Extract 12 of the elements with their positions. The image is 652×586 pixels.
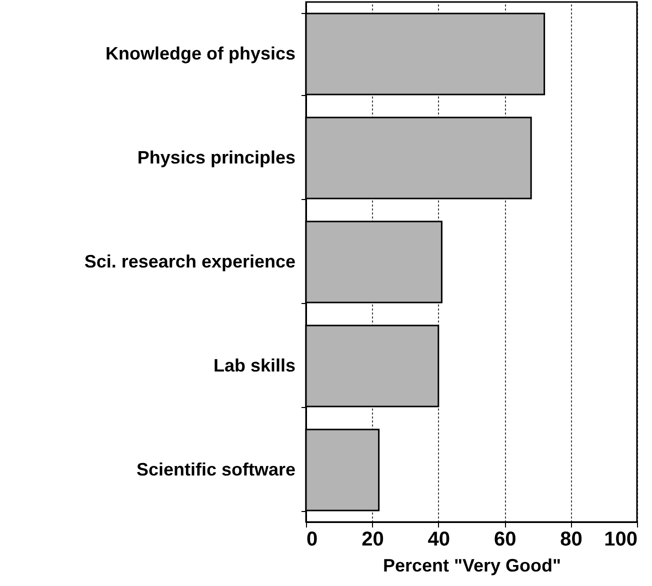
y-tick-label: Lab skills bbox=[213, 356, 296, 376]
x-tick-label: 60 bbox=[494, 528, 516, 550]
x-tick-label: 80 bbox=[560, 528, 582, 550]
x-tick-label: 20 bbox=[362, 528, 384, 550]
x-tick-label: 40 bbox=[428, 528, 450, 550]
y-tick-label: Physics principles bbox=[137, 148, 296, 168]
y-tick-label: Knowledge of physics bbox=[105, 44, 296, 64]
x-axis-title: Percent "Very Good" bbox=[382, 556, 562, 576]
y-tick-label: Scientific software bbox=[136, 460, 296, 480]
x-tick-label: 100 bbox=[604, 528, 638, 550]
x-tick-label: 0 bbox=[306, 528, 318, 550]
y-tick-label: Sci. research experience bbox=[84, 252, 296, 272]
